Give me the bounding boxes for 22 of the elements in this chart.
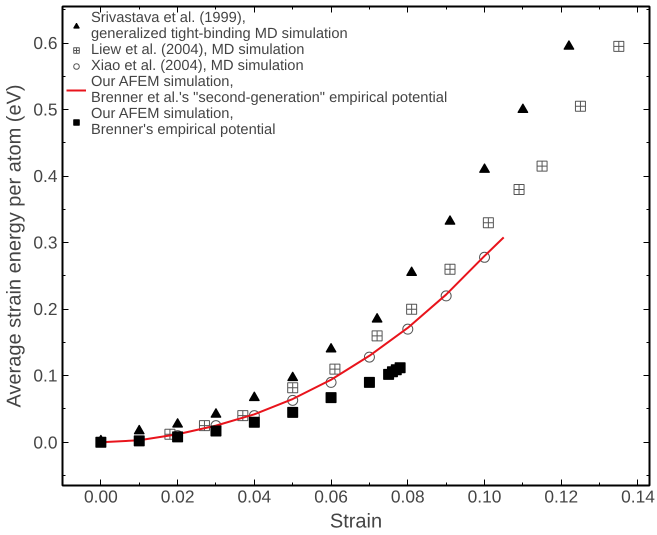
x-tick-label: 0.10 — [468, 486, 502, 506]
legend-label: Srivastava et al. (1999), generalized tight-binding MD simulation — [91, 10, 348, 42]
x-tick-label: 0.00 — [84, 486, 118, 506]
x-tick-label: 0.06 — [314, 486, 348, 506]
y-tick-label: 0.6 — [33, 33, 58, 54]
y-axis-title: Average strain energy per atom (eV) — [3, 84, 26, 408]
y-tick-label: 0.4 — [33, 166, 58, 186]
legend-label: Our AFEM simulation, Brenner et al.'s "second-generation" empirical potential — [91, 74, 448, 106]
y-tick-label: 0.0 — [33, 432, 58, 452]
x-axis-title: Strain — [330, 510, 382, 532]
x-tick-label: 0.02 — [160, 486, 194, 506]
y-tick-label: 0.2 — [33, 299, 58, 320]
y-tick-label: 0.1 — [33, 366, 58, 386]
x-tick-label: 0.14 — [621, 486, 656, 506]
x-tick-label: 0.04 — [237, 486, 272, 506]
y-tick-label: 0.5 — [33, 100, 58, 120]
x-tick-label: 0.12 — [544, 486, 578, 506]
legend-label: Xiao et al. (2004), MD simulation — [91, 58, 304, 74]
x-tick-label: 0.08 — [390, 486, 425, 506]
y-tick-label: 0.3 — [33, 232, 58, 253]
legend-label: Our AFEM simulation, Brenner's empirical potential — [91, 106, 276, 138]
legend-label: Liew et al. (2004), MD simulation — [91, 42, 304, 58]
